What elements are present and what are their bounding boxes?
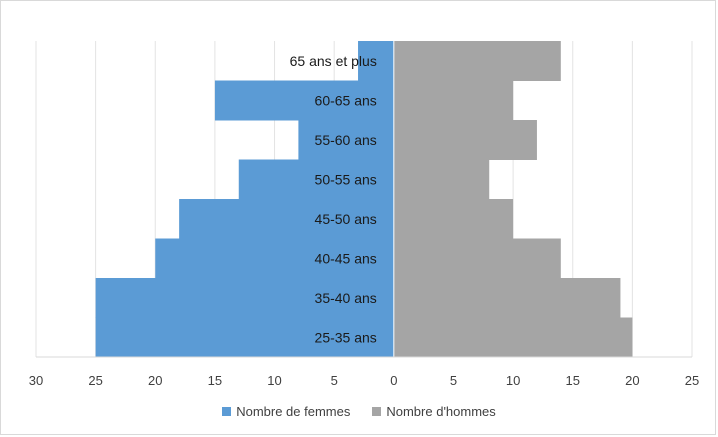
legend-item-hommes: Nombre d'hommes [372, 404, 496, 419]
x-tick-label-8: 10 [506, 373, 520, 388]
bar-hommes-7 [393, 317, 633, 358]
x-tick-label-1: 25 [88, 373, 102, 388]
bar-hommes-5 [393, 238, 561, 279]
category-label-0: 65 ans et plus [290, 53, 377, 69]
x-tick-label-6: 0 [390, 373, 397, 388]
bar-hommes-2 [393, 120, 537, 160]
category-label-4: 45-50 ans [315, 211, 377, 227]
bar-femmes-3 [238, 159, 394, 200]
category-label-5: 40-45 ans [315, 250, 377, 266]
x-tick-label-5: 5 [331, 373, 338, 388]
x-tick-label-0: 30 [29, 373, 43, 388]
legend-label-femmes: Nombre de femmes [236, 404, 351, 419]
bar-hommes-1 [393, 80, 514, 121]
x-tick-label-4: 10 [267, 373, 281, 388]
bar-femmes-7 [95, 317, 394, 358]
bar-femmes-2 [298, 120, 394, 160]
bar-hommes-3 [393, 159, 490, 200]
category-label-6: 35-40 ans [315, 290, 377, 306]
category-label-3: 50-55 ans [315, 171, 377, 187]
x-tick-label-10: 20 [625, 373, 639, 388]
legend-item-femmes: Nombre de femmes [222, 404, 350, 419]
bar-femmes-5 [155, 238, 394, 279]
legend-label-hommes: Nombre d'hommes [386, 404, 496, 419]
category-label-2: 55-60 ans [315, 132, 377, 148]
category-label-1: 60-65 ans [315, 92, 377, 108]
bar-femmes-6 [95, 278, 394, 318]
x-tick-label-11: 25 [685, 373, 699, 388]
bar-femmes-0 [358, 41, 394, 81]
category-label-7: 25-35 ans [315, 329, 377, 345]
x-tick-label-2: 20 [148, 373, 162, 388]
chart-legend: Nombre de femmes Nombre d'hommes [0, 404, 718, 419]
bar-femmes-1 [214, 80, 394, 121]
bar-hommes-6 [393, 278, 621, 318]
legend-swatch-femmes [222, 407, 232, 416]
bar-femmes-4 [179, 199, 394, 239]
x-tick-label-9: 15 [565, 373, 579, 388]
legend-swatch-hommes [372, 407, 382, 416]
x-tick-label-3: 15 [208, 373, 222, 388]
bar-hommes-0 [393, 41, 561, 81]
bar-hommes-4 [393, 199, 514, 239]
x-tick-label-7: 5 [450, 373, 457, 388]
